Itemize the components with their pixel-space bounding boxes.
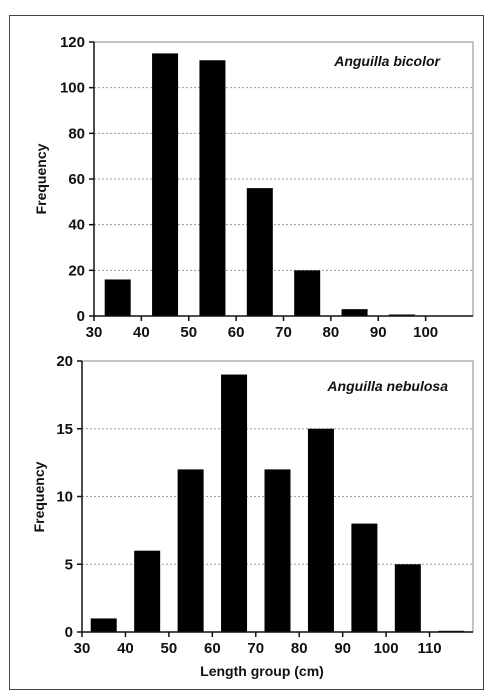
histogram-bar — [221, 374, 248, 632]
x-tick-label: 70 — [247, 640, 264, 657]
x-tick-label: 60 — [204, 640, 221, 657]
y-axis-title: Frequency — [31, 461, 47, 532]
species-label: Anguilla bicolor — [333, 53, 441, 69]
histogram-bar — [104, 279, 131, 316]
y-axis-title: Frequency — [33, 143, 49, 214]
x-tick-label: 110 — [417, 640, 441, 657]
y-tick-label: 40 — [68, 217, 85, 234]
y-tick-label: 10 — [56, 489, 73, 506]
y-tick-label: 20 — [68, 262, 85, 279]
y-tick-label: 0 — [77, 308, 85, 325]
x-tick-label: 90 — [370, 324, 387, 341]
histogram-bar — [294, 270, 321, 316]
histogram-bar — [134, 550, 161, 632]
x-tick-label: 50 — [180, 324, 197, 341]
x-tick-label: 90 — [334, 640, 351, 657]
histogram-bar — [177, 469, 204, 632]
x-tick-label: 80 — [323, 324, 340, 341]
x-tick-label: 40 — [117, 640, 134, 657]
x-tick-label: 30 — [86, 324, 103, 341]
histogram-bar — [307, 428, 334, 632]
y-tick-label: 0 — [65, 624, 73, 641]
x-tick-label: 60 — [228, 324, 245, 341]
y-tick-label: 15 — [56, 421, 73, 438]
x-tick-label: 40 — [133, 324, 150, 341]
histogram-bar — [152, 53, 179, 317]
anguilla-bicolor-panel: 0 20 40 60 80 100 120 30 40 50 60 70 80 90 100 Freque… — [33, 34, 474, 341]
x-tick-label: 70 — [275, 324, 292, 341]
histogram-bar — [90, 618, 117, 632]
histogram-bar — [394, 564, 421, 632]
y-tick-label: 80 — [68, 125, 85, 142]
species-label: Anguilla nebulosa — [326, 378, 448, 394]
x-tick-label: 30 — [74, 640, 91, 657]
x-tick-label: 100 — [374, 640, 399, 657]
x-axis-title: Length group (cm) — [200, 663, 324, 679]
y-tick-label: 5 — [65, 556, 73, 573]
histogram-bar — [341, 309, 368, 316]
histogram-bar — [264, 469, 291, 632]
y-tick-label: 60 — [68, 171, 85, 188]
x-tick-label: 100 — [413, 324, 438, 341]
x-tick-label: 50 — [161, 640, 178, 657]
y-tick-label: 120 — [60, 34, 85, 51]
x-tick-label: 80 — [291, 640, 308, 657]
y-tick-label: 100 — [60, 80, 85, 97]
histogram-bar — [351, 523, 378, 632]
histogram-bar — [246, 188, 273, 316]
histogram-bar — [199, 60, 226, 317]
y-tick-label: 20 — [56, 353, 73, 370]
